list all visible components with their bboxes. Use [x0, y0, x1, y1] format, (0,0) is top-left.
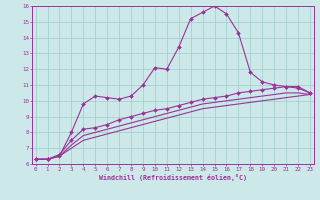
X-axis label: Windchill (Refroidissement éolien,°C): Windchill (Refroidissement éolien,°C) [99, 174, 247, 181]
